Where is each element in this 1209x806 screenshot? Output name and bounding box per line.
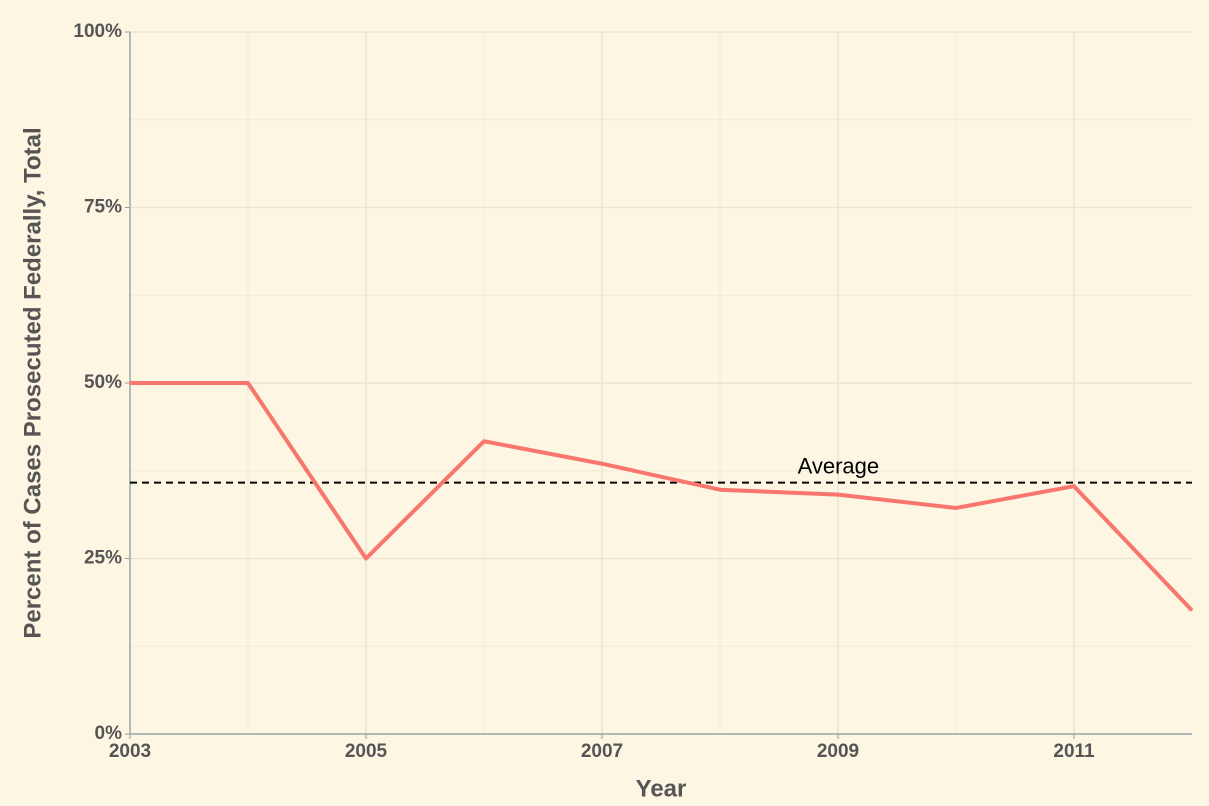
x-axis-title: Year [636, 775, 687, 802]
y-tick-label: 100% [73, 21, 122, 42]
x-tick-label: 2003 [109, 741, 151, 762]
x-tick-label: 2007 [581, 741, 623, 762]
line [130, 381, 1194, 612]
x-tick-label: 2005 [345, 741, 388, 762]
average-label: Average [798, 453, 880, 478]
x-tick-label: 2009 [817, 741, 859, 762]
y-axis-title: Percent of Cases Prosecuted Federally, T… [19, 127, 46, 638]
y-tick-label: 25% [84, 548, 122, 569]
y-tick-label: 50% [84, 372, 122, 393]
y-tick-label: 75% [84, 197, 122, 218]
y-tick-label: 0% [95, 723, 123, 744]
x-tick-label: 2011 [1053, 741, 1095, 762]
